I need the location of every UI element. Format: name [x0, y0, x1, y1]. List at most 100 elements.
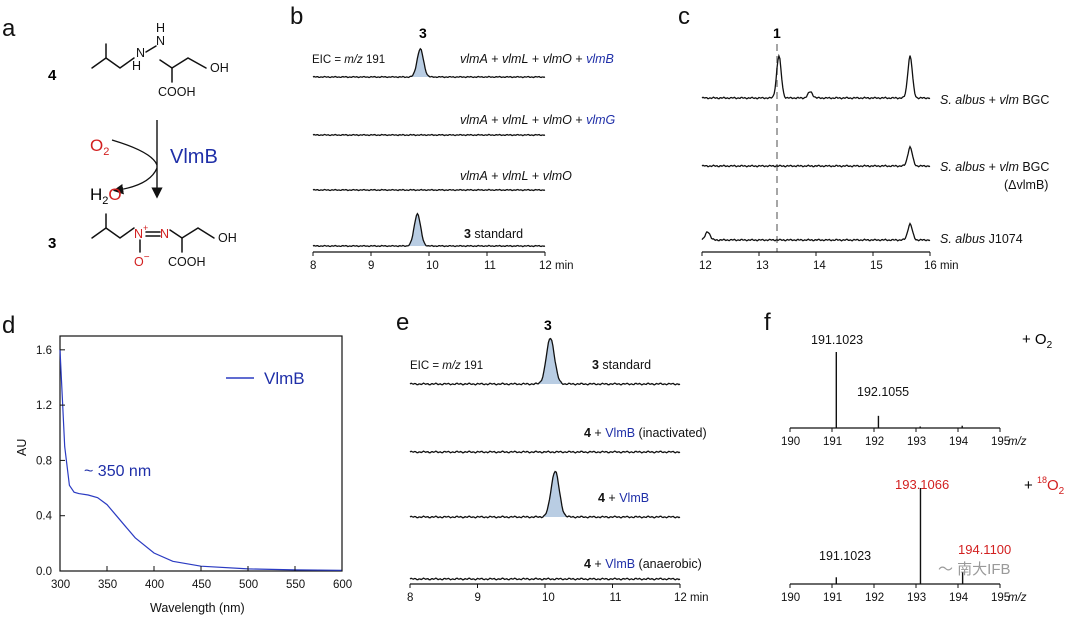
nn-bond: [145, 45, 157, 53]
tick-label: 9: [368, 260, 374, 272]
panel-f-top-condition: + O2: [1022, 331, 1053, 351]
nh-h1: H: [132, 59, 141, 73]
y-tick-label: 0.8: [36, 455, 52, 467]
panel-c-label-2: S. albus + vlm BGC: [940, 160, 1049, 174]
panel-e-letter: e: [396, 309, 409, 336]
panel-f: f + O2 191.1023 192.1055 190 191 192 193 194…: [764, 309, 1065, 604]
panel-e-eic: EIC = m/z 191: [410, 360, 483, 372]
cooh-label: COOH: [158, 85, 196, 99]
trace-line-4: [409, 577, 681, 581]
axis-unit: m/z: [1008, 436, 1027, 448]
tick-label: 16 min: [924, 260, 959, 272]
oh-label: OH: [210, 61, 229, 75]
tick-label: 195: [991, 436, 1010, 448]
panel-a-letter: a: [2, 15, 16, 42]
panel-b-label-2: vlmA + vlmL + vlmO + vlmG: [460, 113, 616, 127]
panel-b-letter: b: [290, 3, 303, 30]
y-axis-label: AU: [15, 439, 29, 456]
tick-label: 11: [610, 592, 622, 604]
tick-label: 191: [823, 436, 842, 448]
panel-c-label-1: S. albus + vlm BGC: [940, 93, 1049, 107]
tick-label: 193: [907, 592, 926, 604]
tick-label: 190: [781, 592, 800, 604]
trace-line-1: [701, 53, 931, 100]
h2o-curve: [112, 167, 158, 195]
tick-label: 195: [991, 592, 1010, 604]
peak-annotation: ~ 350 nm: [84, 463, 151, 480]
tick-label: 14: [813, 260, 826, 272]
tick-label: 8: [407, 592, 413, 604]
tick-label: 12: [699, 260, 712, 272]
tick-label: 9: [475, 592, 481, 604]
panel-c-label-3: S. albus J1074: [940, 232, 1023, 246]
panel-b-label-1: vlmA + vlmL + vlmO + vlmB: [460, 52, 614, 66]
panel-c-label-2-sub: (ΔvlmB): [1004, 178, 1048, 192]
y-tick-label: 1.2: [36, 400, 52, 412]
tick-label: 12 min: [539, 260, 574, 272]
panel-b-eic: EIC = m/z 191: [312, 54, 385, 66]
chain-bond-2: [105, 227, 135, 239]
panel-e-label-4: 4 + VlmB (anaerobic): [584, 557, 702, 571]
y-tick-label: 0.4: [36, 511, 53, 523]
nh-h2: H: [156, 21, 165, 35]
panel-b-ticks: 8 9 10 11 12 min: [310, 252, 574, 272]
y-tick-label: 0.0: [36, 566, 52, 578]
tick-label: 13: [756, 260, 769, 272]
vlmb-spectrum-line: [59, 349, 343, 571]
trace-line-3: [701, 222, 931, 242]
trace-line-2: [701, 145, 931, 168]
panel-b-label-4: 3 standard: [464, 227, 523, 241]
x-axis-label: Wavelength (nm): [150, 601, 245, 615]
peak-fill-3-1: [543, 471, 567, 517]
panel-e-label-3: 4 + VlmB: [598, 491, 649, 505]
legend-label: VlmB: [264, 369, 305, 388]
panel-c: c 1 S. albus + vlm BGC S. albus + vlm BG…: [678, 3, 1049, 272]
nh-n2: N: [156, 34, 165, 48]
peak-fill-4-1: [408, 213, 427, 246]
panel-e-ticks: 8 9 10 11 12 min: [407, 584, 709, 604]
panel-f-bottom-peak-1: 193.1066: [895, 477, 949, 492]
tick-label: 11: [484, 260, 496, 272]
x-tick-label: 600: [333, 579, 352, 591]
panel-f-top-peak-2: 192.1055: [857, 385, 909, 399]
panel-a: a 4 N H N H OH COOH O2 VlmB H2O 3 N+ N O…: [2, 15, 237, 269]
panel-e: e 3 EIC = m/z 191 3 standard 4 + VlmB (i…: [396, 309, 709, 604]
panel-e-label-1: 3 standard: [592, 358, 651, 372]
enzyme-label: VlmB: [170, 146, 218, 168]
serine-bond: [159, 57, 207, 69]
oh-label-2: OH: [218, 231, 237, 245]
tick-label: 10: [542, 592, 555, 604]
panel-c-ticks: 12 13 14 15 16 min: [699, 252, 959, 272]
panel-e-traces: [409, 337, 681, 581]
tick-label: 192: [865, 436, 884, 448]
panel-f-bottom-spectrum: [835, 488, 964, 584]
trace-line-3: [409, 470, 681, 519]
panel-f-bottom-peak-2: 194.1100: [958, 542, 1011, 557]
h2o-label: H2O: [90, 185, 122, 207]
compound-4-label: 4: [48, 67, 57, 84]
panel-e-peak-label: 3: [544, 317, 552, 333]
tick-label: 10: [426, 260, 439, 272]
x-tick-label: 500: [239, 579, 258, 591]
panel-c-letter: c: [678, 3, 690, 30]
panel-f-letter: f: [764, 309, 771, 336]
panel-b: b 3 EIC = m/z 191 vlmA + vlmL + vlmO + v…: [290, 3, 616, 272]
trace-line-4: [312, 212, 546, 248]
x-tick-label: 400: [145, 579, 164, 591]
panel-b-label-3: vlmA + vlmL + vlmO: [460, 169, 572, 183]
tick-label: 194: [949, 592, 969, 604]
compound-3-label: 3: [48, 235, 56, 252]
panel-b-peak-label: 3: [419, 25, 427, 41]
tick-label: 192: [865, 592, 884, 604]
panel-d-letter: d: [2, 312, 15, 339]
tick-label: 12 min: [674, 592, 709, 604]
trace-line-3: [312, 188, 546, 192]
serine-bond-2: [169, 227, 215, 239]
x-tick-label: 300: [51, 579, 70, 591]
chain-bond: [105, 57, 135, 69]
tick-label: 190: [781, 436, 800, 448]
o2-label: O2: [90, 136, 109, 158]
y-tick-label: 1.6: [36, 345, 52, 357]
